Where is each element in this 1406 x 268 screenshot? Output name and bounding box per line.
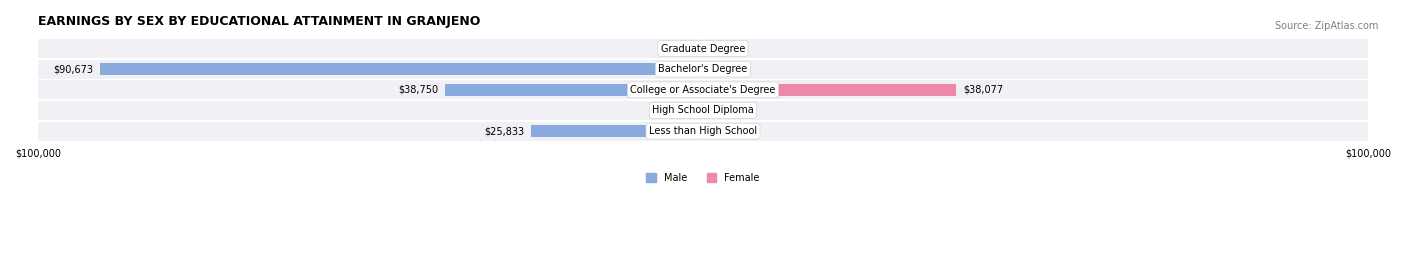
Bar [38,101,1368,120]
Text: Less than High School: Less than High School [650,126,756,136]
Text: $0: $0 [710,126,721,136]
Bar [703,84,956,95]
Text: $90,673: $90,673 [53,64,93,74]
Text: $38,750: $38,750 [398,85,439,95]
Text: Source: ZipAtlas.com: Source: ZipAtlas.com [1274,21,1378,31]
Bar [38,122,1368,140]
Bar [38,39,1368,58]
Text: $0: $0 [710,106,721,116]
Text: College or Associate's Degree: College or Associate's Degree [630,85,776,95]
Bar [38,80,1368,99]
Text: Bachelor's Degree: Bachelor's Degree [658,64,748,74]
Bar [100,64,703,75]
Bar [531,125,703,137]
Legend: Male, Female: Male, Female [643,169,763,187]
Text: $0: $0 [685,43,696,54]
Text: $0: $0 [710,43,721,54]
Text: Graduate Degree: Graduate Degree [661,43,745,54]
Bar [446,84,703,95]
Text: $38,077: $38,077 [963,85,1002,95]
Text: $25,833: $25,833 [485,126,524,136]
Bar [38,60,1368,79]
Text: EARNINGS BY SEX BY EDUCATIONAL ATTAINMENT IN GRANJENO: EARNINGS BY SEX BY EDUCATIONAL ATTAINMEN… [38,15,481,28]
Text: $0: $0 [685,106,696,116]
Text: $0: $0 [710,64,721,74]
Text: High School Diploma: High School Diploma [652,106,754,116]
